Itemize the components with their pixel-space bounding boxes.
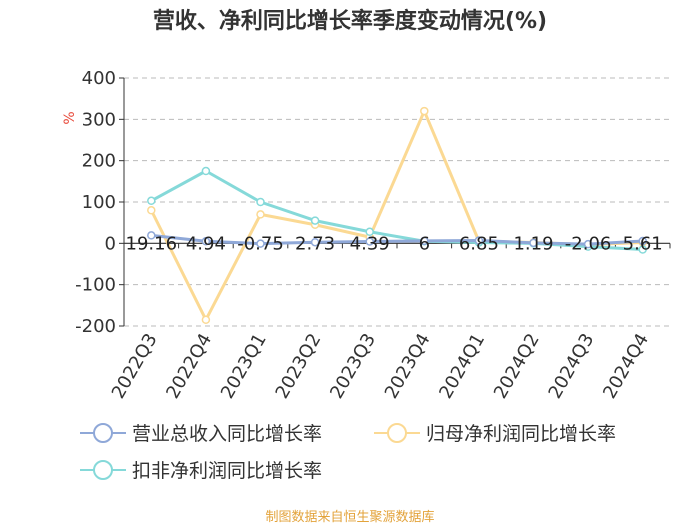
x-tick-label: 2024Q3 bbox=[545, 330, 599, 402]
y-tick-label: 300 bbox=[82, 109, 116, 130]
data-point bbox=[256, 239, 265, 248]
data-label: 5.61 bbox=[623, 233, 663, 254]
data-label: 2.73 bbox=[295, 233, 335, 254]
y-tick-label: -200 bbox=[75, 316, 116, 337]
source-note: 制图数据来自恒生聚源数据库 bbox=[265, 509, 434, 525]
data-point bbox=[365, 237, 374, 246]
data-labels: 19.16 4.94 -0.75 2.73 4.39 6 6.85 1.19 -2.06 5.61 bbox=[126, 233, 663, 254]
data-point bbox=[420, 106, 429, 116]
legend-label: 归母净利润同比增长率 bbox=[426, 423, 616, 445]
legend-swatch-marker bbox=[387, 423, 407, 443]
x-tick-label: 2024Q2 bbox=[490, 330, 544, 402]
data-point bbox=[583, 239, 593, 249]
data-point bbox=[529, 238, 538, 248]
legend-swatch-marker bbox=[93, 423, 113, 443]
x-tick-label: 2022Q3 bbox=[108, 330, 162, 402]
y-tick-label: 100 bbox=[82, 192, 116, 213]
x-axis: 2022Q3 2022Q4 2023Q1 2023Q2 2023Q3 2023Q4 2024… bbox=[108, 242, 671, 402]
data-point bbox=[147, 206, 156, 215]
data-point bbox=[201, 166, 211, 176]
y-unit-label: % bbox=[62, 111, 78, 124]
data-label: -2.06 bbox=[565, 233, 612, 254]
chart-title: 营收、净利同比增长率季度变动情况(%) bbox=[153, 8, 547, 34]
data-label: 6 bbox=[419, 233, 430, 254]
y-tick-label: -100 bbox=[75, 275, 116, 296]
data-point bbox=[474, 236, 484, 245]
data-label: 4.39 bbox=[350, 233, 390, 254]
data-point bbox=[201, 237, 211, 246]
x-tick-label: 2022Q4 bbox=[162, 330, 216, 402]
data-label: 4.94 bbox=[186, 233, 226, 254]
data-point bbox=[310, 216, 320, 225]
data-point bbox=[147, 231, 156, 240]
data-point bbox=[365, 227, 374, 237]
data-point bbox=[256, 197, 265, 207]
data-point bbox=[201, 315, 211, 325]
series-group bbox=[147, 106, 647, 325]
data-point bbox=[310, 237, 320, 247]
data-point bbox=[256, 210, 265, 219]
legend-label: 扣非净利润同比增长率 bbox=[132, 460, 322, 482]
data-label: -0.75 bbox=[237, 233, 284, 254]
series-line bbox=[149, 109, 643, 322]
y-tick-label: 200 bbox=[82, 151, 116, 172]
legend-label: 营业总收入同比增长率 bbox=[132, 423, 322, 445]
x-tick-label: 2024Q1 bbox=[435, 330, 489, 402]
series-line bbox=[151, 233, 643, 246]
x-tick-label: 2023Q1 bbox=[217, 330, 271, 402]
data-label: 6.85 bbox=[459, 233, 499, 254]
data-label: 19.16 bbox=[126, 233, 178, 254]
y-axis: -200 -100 0 100 200 300 400 bbox=[75, 68, 125, 337]
data-point bbox=[638, 236, 647, 246]
y-tick-label: 400 bbox=[82, 68, 116, 89]
grid bbox=[124, 77, 670, 327]
x-tick-label: 2023Q4 bbox=[381, 330, 435, 402]
data-point bbox=[638, 245, 647, 254]
legend-swatch-marker bbox=[93, 460, 113, 480]
x-tick-label: 2023Q3 bbox=[326, 330, 380, 402]
data-label: 1.19 bbox=[513, 233, 553, 254]
data-point bbox=[420, 236, 429, 246]
data-point bbox=[147, 196, 156, 206]
x-tick-label: 2024Q4 bbox=[599, 330, 653, 402]
x-tick-label: 2023Q2 bbox=[272, 330, 326, 402]
y-tick-label: 0 bbox=[105, 233, 116, 254]
